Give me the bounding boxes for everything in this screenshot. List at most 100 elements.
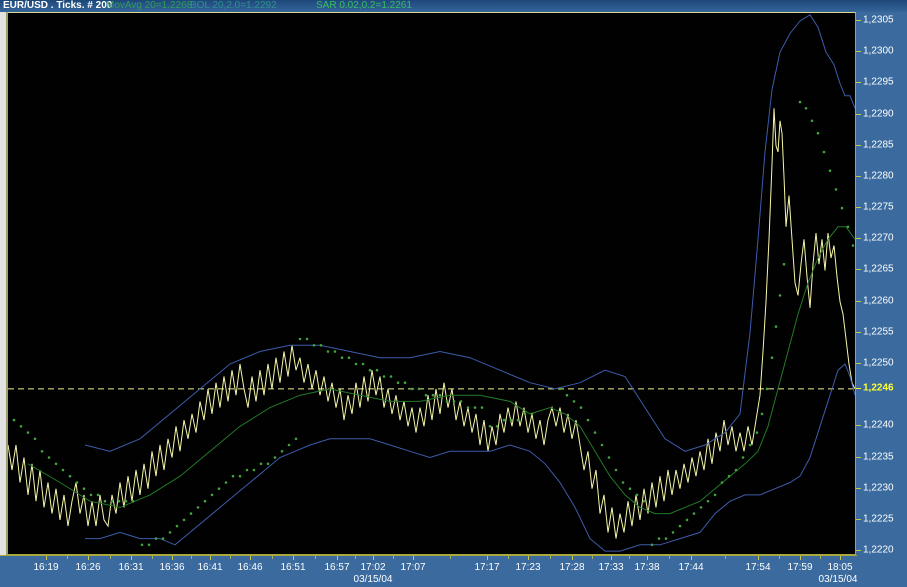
sar_dots-dot xyxy=(635,493,639,497)
time-tick-minor xyxy=(315,556,316,559)
sar_dots-dot xyxy=(96,493,100,497)
sar_dots-dot xyxy=(706,499,710,503)
time-axis-label: 16:57 xyxy=(324,562,350,573)
plot-area[interactable] xyxy=(7,12,856,555)
price-tick xyxy=(856,457,861,458)
sar_dots-dot xyxy=(727,474,731,478)
price-tick xyxy=(856,301,861,302)
sar_dots-dot xyxy=(488,425,492,428)
sar_dots-dot xyxy=(593,431,597,434)
sar_dots-dot xyxy=(117,499,121,503)
sar_dots-dot xyxy=(778,294,782,297)
sar_dots-dot xyxy=(828,169,832,172)
sar_dots-dot xyxy=(804,107,808,110)
sar_dots-dot xyxy=(473,406,477,409)
sar_dots-dot xyxy=(558,387,562,391)
sar_dots-dot xyxy=(147,543,151,547)
sar_dots-dot xyxy=(586,418,590,422)
sar_dots-dot xyxy=(774,325,778,328)
sar_dots-dot xyxy=(333,350,337,353)
sar_dots-dot xyxy=(375,368,379,372)
time-tick-minor xyxy=(152,556,153,559)
sar_dots-dot xyxy=(600,443,604,447)
price-tick xyxy=(856,332,861,333)
sar_dots-dot xyxy=(495,425,499,428)
sar_dots-dot xyxy=(657,537,661,540)
sar_dots-dot xyxy=(110,499,114,503)
sar_dots-dot xyxy=(389,375,393,378)
sar_dots-dot xyxy=(68,474,72,478)
sar_dots-dot xyxy=(466,406,470,409)
sar_dots-dot xyxy=(431,393,435,397)
sar_dots-dot xyxy=(760,412,764,416)
sar_dots-dot xyxy=(713,493,717,497)
sar_dots-dot xyxy=(664,537,668,540)
sar_dots-dot xyxy=(19,425,23,428)
sar_dots-dot xyxy=(748,443,752,447)
current-price-label: 1,2246 xyxy=(863,382,894,394)
sar_dots-dot xyxy=(319,344,323,347)
time-tick-minor xyxy=(592,556,593,559)
sar_dots-dot xyxy=(445,400,449,403)
price-tick xyxy=(856,207,861,208)
sar_dots-dot xyxy=(770,356,774,360)
price-axis-label: 1,2305 xyxy=(863,14,894,26)
price-tick xyxy=(856,425,861,426)
sar_dots-dot xyxy=(678,524,682,528)
sar_dots-dot xyxy=(765,387,769,391)
time-axis-line xyxy=(0,555,857,556)
time-axis-label: 17:28 xyxy=(559,562,585,573)
sar_dots-dot xyxy=(354,362,358,366)
price-tick xyxy=(856,145,861,146)
time-axis-label: 18:05 xyxy=(827,562,853,573)
price-tick xyxy=(856,363,861,364)
sar_dots-dot xyxy=(565,393,569,397)
chart-canvas[interactable] xyxy=(8,13,855,554)
sar_dots-dot xyxy=(168,531,172,534)
sar_dots-dot xyxy=(685,518,689,522)
price-axis[interactable]: 1,2305 1,2300 1,2295 1,2290 1,2285 1,2280 1,22… xyxy=(856,12,907,556)
sar_dots-dot xyxy=(480,406,484,409)
time-tick-minor xyxy=(450,556,451,559)
sar_dots-dot xyxy=(840,206,844,210)
time-tick xyxy=(46,556,47,560)
time-tick xyxy=(691,556,692,560)
sar_dots-dot xyxy=(82,487,86,491)
time-tick xyxy=(293,556,294,560)
price-axis-label: 1,2235 xyxy=(863,451,894,463)
sar_dots-dot xyxy=(650,543,654,547)
time-tick xyxy=(758,556,759,560)
sar_dots-dot xyxy=(287,443,291,447)
sar_dots-dot xyxy=(628,487,632,491)
price-tick xyxy=(856,238,861,239)
movavg-indicator-label: MovAvg 20=1.2268 xyxy=(106,0,193,11)
sar_dots-dot xyxy=(40,450,44,453)
time-tick-minor xyxy=(191,556,192,559)
time-tick xyxy=(210,556,211,560)
sar_dots-dot xyxy=(305,337,309,341)
sar_dots-dot xyxy=(217,487,221,491)
sar_dots-dot xyxy=(54,462,58,466)
price-axis-label: 1,2225 xyxy=(863,513,894,525)
time-tick xyxy=(337,556,338,560)
price-tick xyxy=(856,488,861,489)
sar_dots-dot xyxy=(245,468,249,472)
sar_dots-dot xyxy=(516,418,520,422)
time-axis[interactable]: 16:19 16:26 16:31 16:36 16:41 16:46 16:51 16:57… xyxy=(0,555,907,587)
sar_dots-dot xyxy=(410,387,414,391)
sar_dots-dot xyxy=(340,356,344,360)
sar_dots-dot xyxy=(231,474,235,478)
sar_dots-dot xyxy=(810,119,814,123)
time-axis-label: 17:23 xyxy=(515,562,541,573)
sar_dots-dot xyxy=(175,524,179,528)
sar_dots-dot xyxy=(131,499,135,503)
price-axis-label: 1,2300 xyxy=(863,45,894,57)
price-axis-label: 1,2255 xyxy=(863,326,894,338)
sar_dots-dot xyxy=(368,368,372,372)
sar_dots-dot xyxy=(189,512,193,515)
bollinger_lower-line xyxy=(85,363,855,552)
sar_dots-dot xyxy=(203,499,207,503)
sar_dots-dot xyxy=(834,188,838,191)
price-tick xyxy=(856,20,861,21)
sar_dots-dot xyxy=(259,462,263,466)
